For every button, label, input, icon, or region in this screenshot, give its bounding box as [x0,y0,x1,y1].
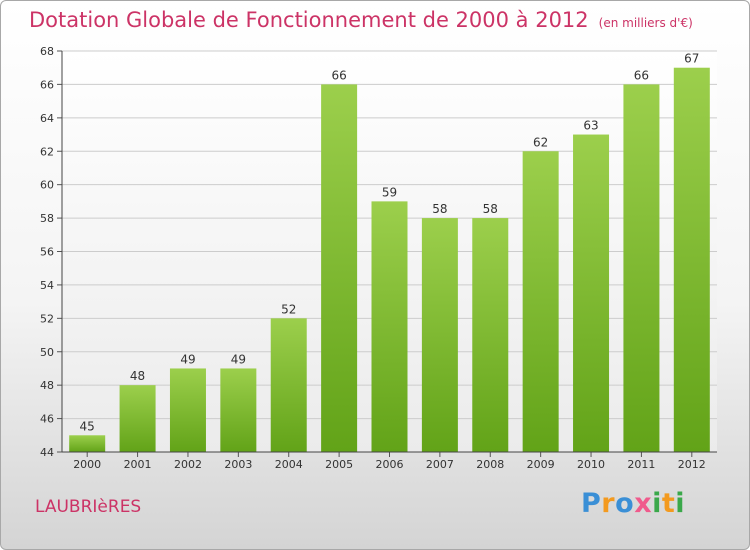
bar-value-label: 58 [483,202,498,216]
bar-value-label: 62 [533,135,548,149]
logo-letter: P [581,488,602,519]
bar[interactable] [472,218,509,452]
x-tick-label: 2009 [527,458,555,471]
chart-subtitle: (en milliers d'€) [598,16,693,30]
bar[interactable] [673,67,710,452]
x-tick-label: 2005 [325,458,353,471]
bar-value-label: 66 [634,68,649,82]
y-tick-label: 66 [40,78,54,91]
y-tick-label: 50 [40,346,54,359]
bars: 45 48 49 49 52 66 59 58 58 62 63 66 67 [69,52,710,453]
x-tick-label: 2008 [476,458,504,471]
town-name: LAUBRIèRES [35,497,142,517]
axes: 44 46 48 50 52 54 56 58 60 62 64 66 68 2000 2001 2002 20… [40,45,717,471]
logo-letter: t [661,488,676,519]
bar-value-label: 66 [331,68,346,82]
y-tick-label: 48 [40,379,54,392]
bar[interactable] [119,385,156,452]
y-tick-label: 56 [40,246,54,259]
bar[interactable] [69,435,106,452]
bar[interactable] [321,84,358,453]
x-tick-label: 2003 [224,458,252,471]
logo-letter: x [634,488,653,519]
logo-letter: r [601,488,616,519]
chart-title: Dotation Globale de Fonctionnement de 20… [29,8,693,32]
bar[interactable] [220,368,257,452]
y-tick-label: 64 [40,112,54,125]
bar[interactable] [371,201,408,452]
proxiti-logo[interactable]: Proxiti [581,488,685,519]
logo-letter: i [652,488,662,519]
x-tick-label: 2012 [678,458,706,471]
chart-title-text: Dotation Globale de Fonctionnement de 20… [29,8,589,32]
y-tick-label: 54 [40,279,54,292]
bar[interactable] [623,84,660,453]
bar-value-label: 63 [583,119,598,133]
bar[interactable] [270,318,307,452]
logo-letter: i [675,488,686,519]
x-tick-label: 2000 [73,458,101,471]
bar[interactable] [522,151,559,452]
bar-value-label: 67 [684,52,699,66]
bar[interactable] [421,218,458,452]
x-tick-label: 2011 [627,458,655,471]
bar-value-label: 58 [432,202,447,216]
bar[interactable] [169,368,206,452]
y-tick-label: 60 [40,179,54,192]
x-tick-label: 2004 [275,458,303,471]
y-tick-label: 62 [40,145,54,158]
x-tick-label: 2002 [174,458,202,471]
y-tick-label: 68 [40,45,54,58]
bar-value-label: 48 [130,369,145,383]
bar-value-label: 59 [382,185,397,199]
bar-value-label: 49 [180,352,195,366]
logo-letter: o [615,488,635,519]
y-tick-label: 52 [40,312,54,325]
y-tick-label: 46 [40,413,54,426]
y-tick-label: 58 [40,212,54,225]
bar-value-label: 49 [231,352,246,366]
x-tick-label: 2010 [577,458,605,471]
bar[interactable] [573,134,610,452]
bar-value-label: 52 [281,302,296,316]
x-tick-label: 2006 [376,458,404,471]
x-tick-label: 2007 [426,458,454,471]
y-tick-label: 44 [40,446,54,459]
x-tick-label: 2001 [124,458,152,471]
bar-value-label: 45 [80,419,95,433]
